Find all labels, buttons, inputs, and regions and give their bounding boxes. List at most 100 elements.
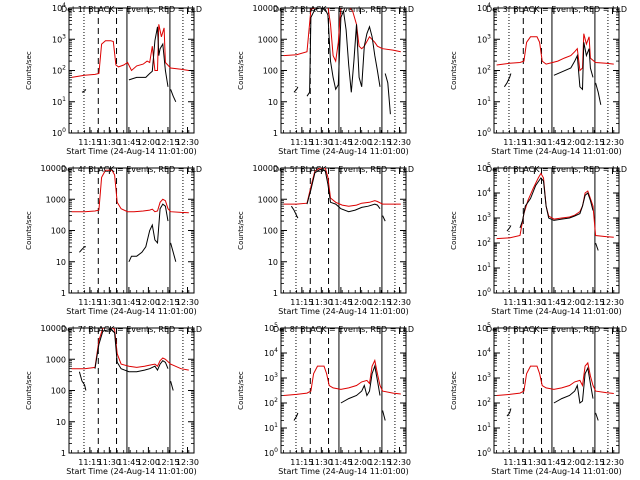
y-tick-label: 1000 (258, 35, 278, 44)
y-tick-label: 101 (477, 422, 491, 433)
y-tick-label: 100 (52, 127, 66, 138)
lld-series-line (283, 168, 401, 207)
detector-panel-9: 10010110210310410511:1511:3011:4512:0012… (450, 322, 627, 476)
panel-title: Det 2f BLACK = Events, RED = LLD (273, 5, 414, 14)
y-tick-label: 104 (477, 347, 491, 358)
y-tick-label: 10 (268, 98, 278, 107)
x-tick-label: 11:45 (117, 138, 140, 147)
x-tick-label: 12:00 (349, 458, 372, 467)
y-tick-label: 105 (477, 162, 491, 173)
y-tick-label: 101 (264, 422, 278, 433)
y-axis-label: Counts/sec (450, 371, 458, 410)
x-tick-label: 11:45 (117, 458, 140, 467)
x-tick-label: 11:45 (329, 298, 352, 307)
y-tick-label: 103 (52, 33, 66, 44)
y-tick-label: 1000 (46, 195, 66, 204)
x-tick-label: 11:45 (542, 138, 565, 147)
x-tick-label: 11:30 (310, 458, 333, 467)
detector-panel-7: 1 10 100 1000 10000 11:1511:3011:4512:0012:15… (25, 324, 202, 476)
plot-frame (493, 327, 620, 454)
x-tick-label: 12:30 (601, 138, 624, 147)
x-tick-label: 11:15 (503, 298, 526, 307)
y-tick-label: 100 (477, 447, 491, 458)
events-series-line (382, 215, 386, 222)
x-axis-label: Start Time (24-Aug-14 11:01:00) (491, 307, 622, 316)
x-tick-label: 11:45 (329, 458, 352, 467)
x-tick-label: 12:00 (137, 458, 160, 467)
x-tick-label: 11:15 (503, 458, 526, 467)
events-series-line (506, 225, 512, 232)
detector-panel-3: 10010110210310410511:1511:3011:4512:0012… (450, 2, 627, 156)
y-tick-label: 102 (477, 237, 491, 248)
events-series-line (382, 410, 386, 421)
y-tick-label: 102 (477, 397, 491, 408)
y-tick-label: 100 (51, 387, 66, 396)
panel-title: Det 3f BLACK = Events, RED = LLD (486, 5, 627, 14)
y-axis-label: Counts/sec (450, 211, 458, 250)
events-series-line (503, 73, 512, 88)
x-tick-label: 12:15 (156, 298, 179, 307)
y-tick-label: 1 (273, 289, 278, 298)
y-tick-label: 1000 (46, 355, 66, 364)
x-tick-label: 11:15 (78, 138, 101, 147)
x-axis-label: Start Time (24-Aug-14 11:01:00) (278, 467, 409, 476)
y-tick-label: 104 (477, 2, 491, 13)
y-tick-label: 101 (477, 262, 491, 273)
x-tick-label: 11:45 (117, 298, 140, 307)
events-series-line (384, 73, 391, 115)
x-tick-label: 11:30 (98, 458, 121, 467)
y-tick-label: 10 (56, 258, 66, 267)
panel-title: Det 1f BLACK = Events, RED = LLD (61, 5, 202, 14)
y-tick-label: 105 (477, 322, 491, 333)
y-tick-label: 10000 (253, 164, 278, 173)
y-tick-label: 100 (264, 447, 278, 458)
x-tick-label: 12:00 (349, 298, 372, 307)
events-series-line (78, 371, 87, 391)
x-tick-label: 12:00 (137, 298, 160, 307)
y-tick-label: 100 (263, 67, 278, 76)
events-series-line (506, 408, 512, 417)
events-series-line (553, 42, 594, 91)
x-axis-label: Start Time (24-Aug-14 11:01:00) (66, 147, 197, 156)
y-tick-label: 100 (477, 127, 491, 138)
x-tick-label: 12:30 (388, 138, 411, 147)
y-tick-label: 100 (477, 287, 491, 298)
x-tick-label: 11:45 (329, 138, 352, 147)
x-tick-label: 12:30 (388, 458, 411, 467)
events-series-line (595, 82, 602, 105)
lld-series-line (496, 361, 614, 396)
x-tick-label: 12:00 (562, 138, 585, 147)
x-tick-label: 12:15 (368, 298, 391, 307)
y-tick-label: 10 (56, 418, 66, 427)
x-tick-label: 11:30 (523, 138, 546, 147)
events-series-line (595, 412, 599, 421)
events-series-line (79, 246, 86, 253)
x-tick-label: 12:15 (368, 458, 391, 467)
y-tick-label: 1 (61, 449, 66, 458)
lld-series-line (71, 24, 189, 78)
panel-title: Det 6f BLACK = Events, RED = LLD (486, 165, 627, 174)
x-tick-label: 11:30 (310, 298, 333, 307)
x-tick-label: 11:15 (290, 138, 313, 147)
detector-panel-2: 1 10 100 1000 10000 11:1511:3011:4512:0012:15… (237, 4, 414, 156)
x-tick-label: 11:15 (78, 458, 101, 467)
events-series-line (306, 8, 381, 97)
y-tick-label: 104 (477, 187, 491, 198)
events-series-line (94, 328, 169, 373)
lld-series-line (283, 8, 401, 63)
lld-series-line (71, 328, 189, 371)
y-tick-label: 103 (477, 33, 491, 44)
panel-title: Det 8f BLACK = Events, RED = LLD (273, 325, 414, 334)
events-series-line (170, 380, 174, 391)
detector-panel-1: 10010110210310410511:1511:3011:4512:0012… (25, 2, 202, 156)
x-tick-label: 12:15 (581, 298, 604, 307)
y-tick-label: 1 (273, 129, 278, 138)
y-axis-label: Counts/sec (237, 51, 245, 90)
x-tick-label: 11:15 (290, 458, 313, 467)
events-series-line (595, 242, 599, 251)
panel-title: Det 7f BLACK = Events, RED = LLD (61, 325, 202, 334)
y-tick-label: 1000 (258, 195, 278, 204)
x-tick-label: 12:15 (156, 458, 179, 467)
x-tick-label: 11:30 (98, 138, 121, 147)
x-tick-label: 12:30 (176, 458, 199, 467)
